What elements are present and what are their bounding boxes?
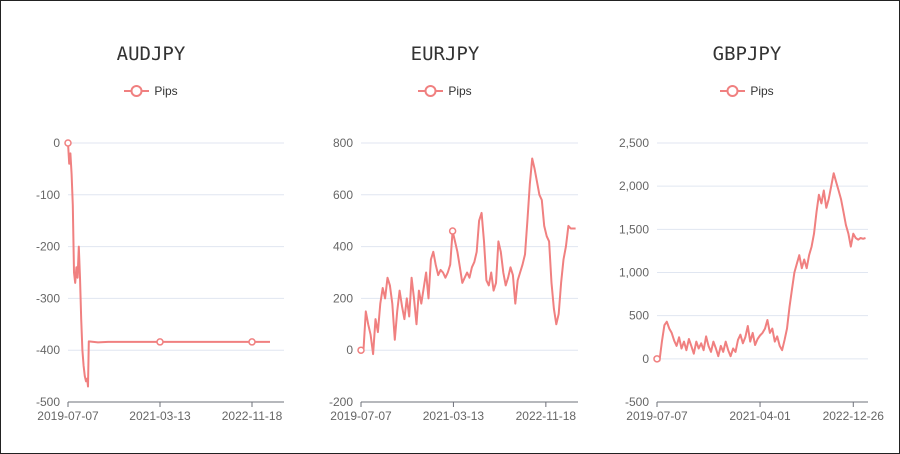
data-point-marker	[448, 227, 457, 235]
y-tick-label: 0	[53, 136, 60, 150]
y-tick-label: -100	[36, 188, 60, 202]
x-tick-label: 2022-11-18	[222, 409, 283, 423]
data-point-marker	[653, 355, 661, 363]
y-tick-label: 0	[346, 343, 353, 357]
y-tick-label: 500	[629, 309, 649, 323]
y-tick-label: -400	[36, 343, 60, 357]
legend-label: Pips	[448, 83, 472, 98]
x-tick-label: 2021-03-13	[423, 409, 485, 423]
y-tick-label: -300	[36, 291, 60, 305]
x-tick-label: 2021-04-01	[729, 409, 791, 423]
legend-line-circle-icon	[418, 84, 444, 97]
chart-panel-audjpy: AUDJPY Pips 0 -100 -200 -300 -400 -500 2019-07…	[1, 1, 301, 453]
data-point-marker	[156, 338, 164, 346]
y-tick-label: 2,000	[619, 179, 649, 193]
y-tick-label: 1,500	[619, 222, 649, 236]
x-tick-label: 2021-03-13	[129, 409, 191, 423]
y-tick-label: -200	[36, 240, 60, 254]
chart-title: GBPJPY	[712, 43, 782, 65]
x-tick-label: 2022-12-26	[823, 409, 885, 423]
y-tick-label: 0	[642, 352, 649, 366]
series-line-pips	[656, 172, 866, 362]
x-tick-label: 2019-07-07	[626, 409, 688, 423]
data-point-marker	[357, 346, 365, 354]
y-tick-label: 2,500	[619, 136, 649, 150]
y-tick-label: 400	[333, 240, 353, 254]
series-line-pips	[67, 142, 270, 388]
legend[interactable]: Pips	[295, 83, 595, 98]
y-tick-label: -200	[329, 395, 353, 409]
plot-area: -500 0 500 1,000 1,500 2,000 2,500 2019-07-07 20…	[619, 136, 885, 423]
legend-label: Pips	[154, 83, 178, 98]
y-tick-label: -500	[625, 395, 649, 409]
x-tick-label: 2019-07-07	[330, 409, 392, 423]
legend[interactable]: Pips	[1, 83, 301, 98]
legend-line-circle-icon	[124, 84, 150, 97]
y-tick-label: 800	[333, 136, 353, 150]
y-tick-label: 200	[333, 291, 353, 305]
chart-title: EURJPY	[410, 43, 480, 65]
legend-line-circle-icon	[720, 84, 746, 97]
series-line-pips	[360, 157, 576, 356]
x-tick-label: 2022-11-18	[516, 409, 577, 423]
data-point-marker	[64, 139, 72, 147]
legend-label: Pips	[750, 83, 774, 98]
chart-title: AUDJPY	[116, 43, 186, 65]
legend[interactable]: Pips	[595, 83, 899, 98]
plot-area: -200 0 200 400 600 800 2019-07-07 2021-03-13 202…	[329, 136, 578, 423]
x-tick-label: 2019-07-07	[37, 409, 99, 423]
y-tick-label: 1,000	[619, 266, 649, 280]
y-tick-label: 600	[333, 188, 353, 202]
chart-panel-eurjpy: EURJPY Pips -200 0 200 400 600 800 2019-07-07 2…	[295, 1, 595, 453]
y-tick-label: -500	[36, 395, 60, 409]
chart-panel-gbpjpy: GBPJPY Pips -500 0 500 1,000 1,500 2,000 2,500…	[595, 1, 899, 453]
data-point-marker	[248, 338, 256, 346]
